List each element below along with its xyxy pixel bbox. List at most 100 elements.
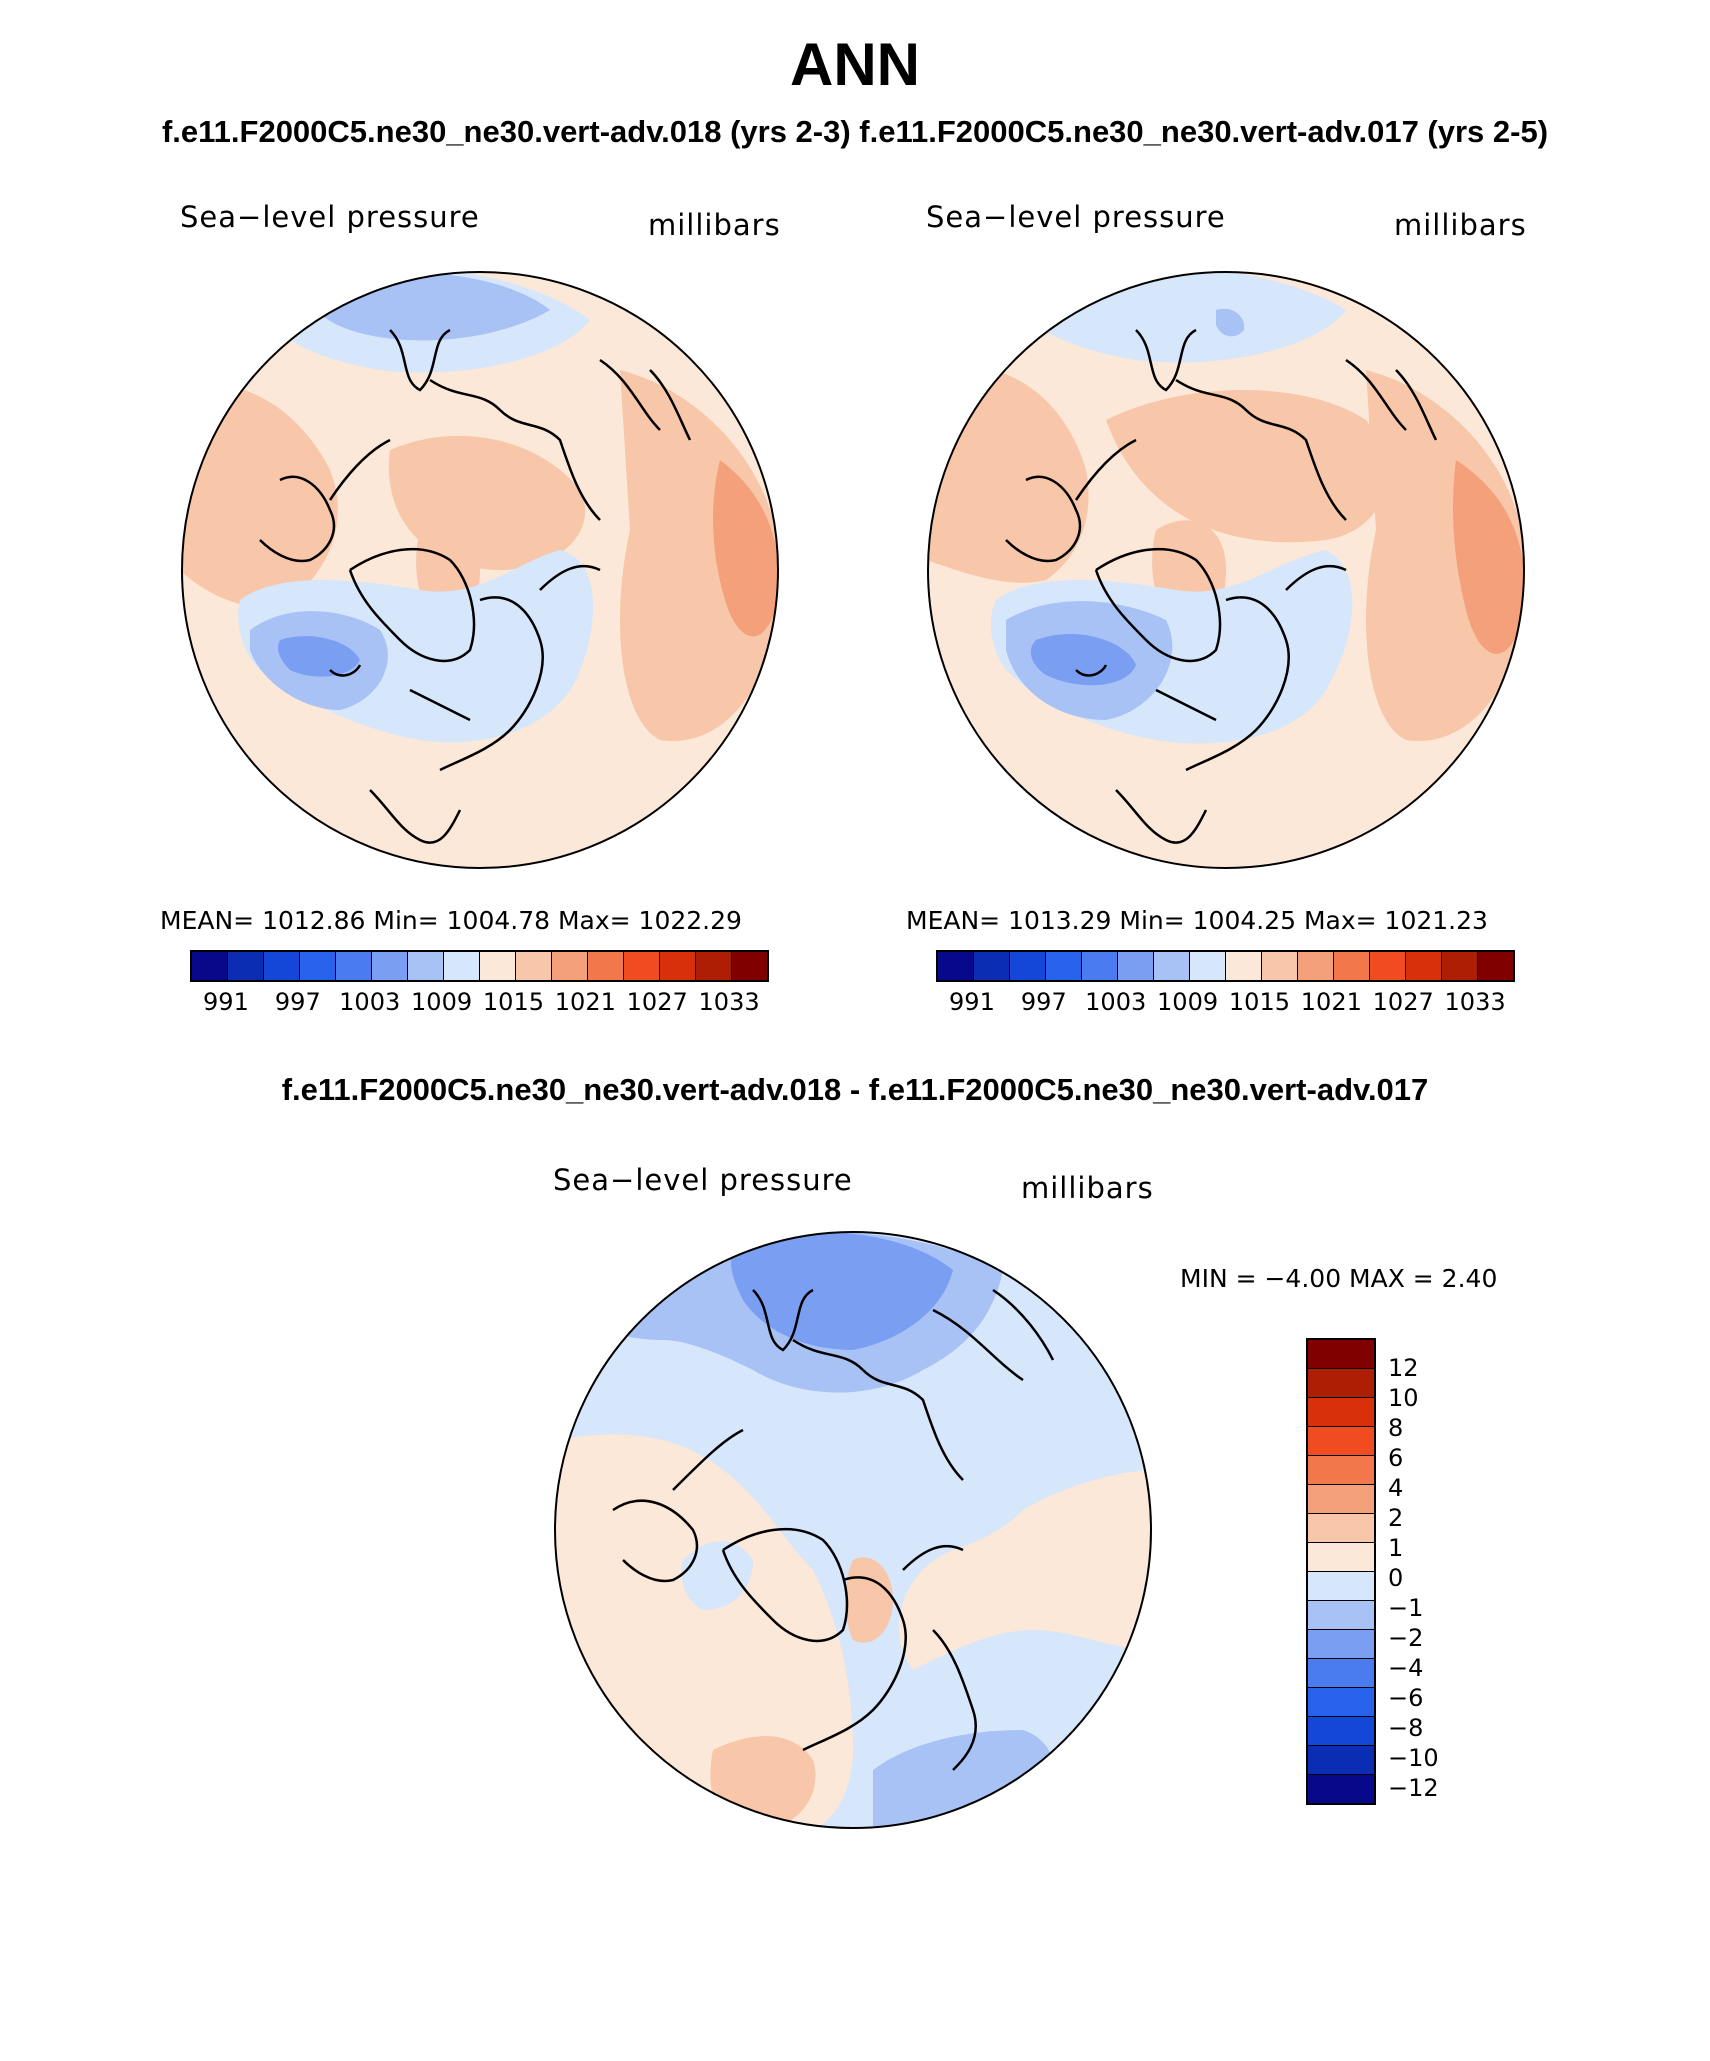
colorbar-tick-label: 997 <box>274 988 321 1016</box>
top-row-subtitle: f.e11.F2000C5.ne30_ne30.vert-adv.018 (yr… <box>161 114 1549 149</box>
panel3-neg-north-core <box>731 1232 953 1350</box>
colorbar-tick-label: −8 <box>1388 1714 1424 1742</box>
panel3-coast-6 <box>932 1629 977 1771</box>
panel2-variable-label: Sea−level pressure <box>926 200 1226 234</box>
colorbar-tick-label: 1 <box>1388 1534 1404 1562</box>
colorbar-box-8 <box>479 952 515 980</box>
colorbar-box-15 <box>1477 952 1513 980</box>
panel1-coast-1 <box>389 328 601 521</box>
colorbar-box-11 <box>1308 1658 1374 1687</box>
colorbar-tick-label: 2 <box>1388 1504 1404 1532</box>
colorbar-box-9 <box>515 952 551 980</box>
panel2-polar-map <box>927 271 1525 869</box>
colorbar-box-11 <box>1333 952 1369 980</box>
colorbar-tick-label: 1009 <box>411 988 473 1016</box>
panel1-coast-6 <box>599 358 692 441</box>
colorbar-tick-label: 0 <box>1388 1564 1404 1592</box>
colorbar-box-11 <box>587 952 623 980</box>
colorbar-box-2 <box>1308 1397 1374 1426</box>
colorbar-tick-label: 8 <box>1388 1414 1404 1442</box>
panel2-colorbar <box>936 950 1515 982</box>
panel1-polar-map <box>181 271 779 869</box>
colorbar-tick-label: 1009 <box>1157 988 1219 1016</box>
diff-subtitle: f.e11.F2000C5.ne30_ne30.vert-adv.018 - f… <box>281 1072 1429 1107</box>
colorbar-box-7 <box>1189 952 1225 980</box>
panel1-high-east-core <box>713 460 778 637</box>
panel1-coast-2 <box>259 438 391 563</box>
colorbar-tick-label: 10 <box>1388 1384 1419 1412</box>
panel3-coast-3 <box>721 1527 849 1643</box>
colorbar-tick-label: 4 <box>1388 1474 1404 1502</box>
panel3-neg-west-lobe <box>681 1541 753 1610</box>
panel1-coast-7 <box>329 664 471 722</box>
colorbar-tick-label: 991 <box>203 988 249 1016</box>
colorbar-box-8 <box>1225 952 1261 980</box>
panel1-map-border <box>181 271 779 869</box>
colorbar-tick-label: 1033 <box>698 988 760 1016</box>
colorbar-box-3 <box>1045 952 1081 980</box>
colorbar-box-5 <box>1308 1484 1374 1513</box>
panel1-coast-4 <box>439 564 601 772</box>
panel2-coast-1 <box>1135 328 1347 521</box>
colorbar-tick-label: 1003 <box>339 988 401 1016</box>
colorbar-tick-label: −4 <box>1388 1654 1424 1682</box>
panel1-coast-5 <box>369 789 462 844</box>
colorbar-box-0 <box>938 952 973 980</box>
colorbar-tick-label: −2 <box>1388 1624 1424 1652</box>
panel2-high-east-core <box>1453 460 1524 654</box>
panel3-coast-4 <box>802 1544 964 1752</box>
panel2-coast-5 <box>1115 789 1208 844</box>
colorbar-tick-label: 1033 <box>1444 988 1506 1016</box>
colorbar-box-12 <box>1369 952 1405 980</box>
colorbar-box-8 <box>1308 1571 1374 1600</box>
panel1-high-east <box>620 370 778 742</box>
colorbar-box-13 <box>659 952 695 980</box>
colorbar-box-4 <box>335 952 371 980</box>
colorbar-box-14 <box>1441 952 1477 980</box>
colorbar-box-7 <box>1308 1542 1374 1571</box>
colorbar-box-13 <box>1405 952 1441 980</box>
colorbar-box-1 <box>227 952 263 980</box>
colorbar-tick-label: 991 <box>949 988 995 1016</box>
colorbar-tick-label: 1015 <box>482 988 544 1016</box>
colorbar-box-3 <box>1308 1426 1374 1455</box>
panel3-map-border <box>554 1231 1152 1829</box>
panel2-coast-7 <box>1075 664 1217 722</box>
panel1-colorbar <box>190 950 769 982</box>
colorbar-box-10 <box>1308 1629 1374 1658</box>
panel3-polar-map <box>554 1231 1152 1829</box>
panel1-low-atlantic-core <box>278 636 360 677</box>
colorbar-tick-label: −10 <box>1388 1744 1439 1772</box>
colorbar-box-0 <box>192 952 227 980</box>
colorbar-box-9 <box>1261 952 1297 980</box>
colorbar-tick-label: 6 <box>1388 1444 1404 1472</box>
panel2-coast-2 <box>1005 438 1137 563</box>
colorbar-box-6 <box>1153 952 1189 980</box>
colorbar-box-3 <box>299 952 335 980</box>
panel2-coast-6 <box>1345 358 1438 441</box>
colorbar-tick-label: 1021 <box>1300 988 1362 1016</box>
colorbar-tick-label: 1015 <box>1228 988 1290 1016</box>
colorbar-tick-label: −12 <box>1388 1774 1439 1802</box>
colorbar-tick-label: 997 <box>1020 988 1067 1016</box>
panel2-colorbar-labels: 991 997 1003 1009 1015 1021 1027 1033 <box>936 988 1511 1018</box>
colorbar-box-14 <box>695 952 731 980</box>
colorbar-tick-label: −1 <box>1388 1594 1424 1622</box>
colorbar-tick-label: 1021 <box>554 988 616 1016</box>
panel2-contour-fill <box>928 272 1524 868</box>
panel2-units-label: millibars <box>1394 208 1527 242</box>
panel3-coast-5 <box>932 1288 1055 1382</box>
panel1-units-label: millibars <box>648 208 781 242</box>
panel3-units-label: millibars <box>1021 1171 1154 1205</box>
colorbar-box-4 <box>1308 1455 1374 1484</box>
panel1-variable-label: Sea−level pressure <box>180 200 480 234</box>
colorbar-box-6 <box>407 952 443 980</box>
panel1-coast-3 <box>348 547 476 663</box>
colorbar-tick-label: 1027 <box>626 988 688 1016</box>
panel1-coastlines <box>259 328 692 844</box>
panel3-pos-core-c <box>593 1786 693 1828</box>
colorbar-tick-label: 1027 <box>1372 988 1434 1016</box>
panel2-map-border <box>927 271 1525 869</box>
colorbar-box-7 <box>443 952 479 980</box>
panel3-colorbar-labels: 12 10 8 6 4 2 1 0 −1 −2 −4 −6 −8 −10 −12 <box>1388 1338 1468 1818</box>
